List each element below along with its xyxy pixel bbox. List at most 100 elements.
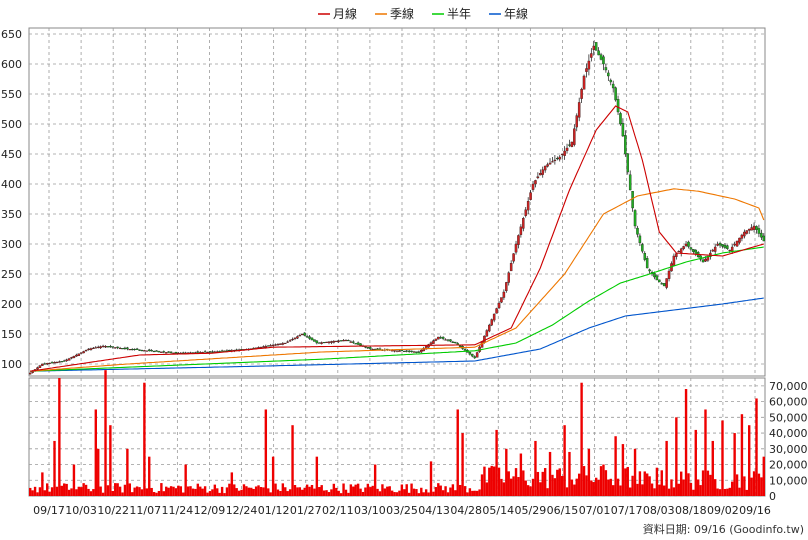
candle-body (267, 345, 270, 347)
volume-bar (597, 479, 600, 496)
candle-body (420, 349, 423, 353)
volume-bar (548, 451, 552, 496)
volume-tick-label: 10,000 (769, 474, 808, 487)
candle-body (463, 349, 467, 351)
volume-bar (471, 490, 474, 496)
candle-body (164, 352, 168, 354)
candle-body (619, 113, 622, 125)
volume-bar (233, 484, 236, 496)
volume-bar (609, 478, 612, 496)
volume-bar (743, 476, 746, 496)
volume-bar (41, 472, 44, 496)
candle-body (662, 283, 666, 287)
volume-bar (667, 488, 671, 496)
volume-bar (371, 485, 374, 496)
candle-body (113, 347, 117, 349)
volume-bar (621, 444, 625, 496)
volume-bar (517, 477, 520, 496)
volume-bar (573, 484, 576, 496)
volume-bar (286, 491, 289, 496)
volume-bar (502, 482, 506, 496)
volume-bar (694, 429, 697, 496)
volume-bar (429, 461, 433, 496)
volume-bar (616, 478, 620, 496)
volume-bar (641, 484, 644, 496)
candle-body (628, 174, 632, 191)
date-tick-label: 04/13 (418, 504, 450, 517)
volume-bar (718, 489, 722, 496)
date-tick-label: 09/17 (33, 504, 65, 517)
candle-body (441, 336, 445, 339)
volume-bar (665, 440, 668, 496)
candle-body (611, 83, 615, 89)
volume-bar (111, 490, 115, 496)
volume-bar (72, 464, 76, 496)
candle-body (322, 342, 326, 344)
volume-bar (228, 483, 231, 496)
candle-body (721, 244, 724, 247)
candle-body (716, 243, 719, 246)
volume-bar (43, 490, 46, 496)
candle-body (38, 365, 42, 368)
volume-bar (526, 485, 530, 496)
volume-bar (585, 475, 588, 496)
candle-body (497, 302, 501, 309)
candle-body (672, 255, 676, 266)
volume-bar (709, 474, 712, 496)
volume-bar (602, 464, 605, 496)
volume-bar (497, 467, 501, 496)
candle-body (96, 346, 100, 348)
volume-bar (684, 389, 688, 496)
candle-body (728, 249, 732, 251)
volume-bar (587, 448, 591, 496)
candle-body (410, 350, 413, 352)
price-tick-label: 100 (1, 358, 22, 371)
candle-body (308, 336, 311, 339)
candle-body (531, 183, 535, 190)
candle-body (643, 252, 647, 260)
candle-body (718, 243, 722, 246)
volume-bar (400, 484, 404, 496)
moving-average-lines (30, 105, 765, 372)
candle-body (109, 346, 112, 348)
candle-body (48, 362, 51, 364)
candle-body (439, 337, 442, 339)
candle-body (167, 351, 170, 353)
legend-label-3: 年線 (504, 6, 528, 21)
volume-bar (92, 489, 95, 496)
volume-bar (723, 488, 727, 496)
volume-bar (760, 477, 763, 496)
volume-bar (245, 486, 248, 496)
candle-body (738, 237, 741, 243)
volume-bar (335, 487, 338, 496)
volume-bar (373, 464, 377, 496)
volume-bar (291, 425, 294, 496)
volume-bar (509, 478, 513, 496)
volume-bar (398, 490, 401, 496)
candle-body (101, 345, 105, 347)
volume-bar (274, 483, 277, 496)
date-tick-label: 01/12 (258, 504, 290, 517)
candle-body (526, 200, 530, 211)
volume-bar (169, 486, 173, 496)
candle-body (568, 144, 571, 146)
volume-bar (172, 486, 175, 496)
volume-bar (369, 487, 372, 496)
candle-body (675, 253, 678, 257)
volume-bar (65, 483, 68, 496)
volume-bar (507, 471, 510, 496)
volume-bar (670, 479, 673, 496)
volume-bar (432, 491, 435, 496)
volume-bar (655, 467, 659, 496)
volume-bar (755, 398, 758, 496)
candle-body (602, 56, 605, 65)
candle-body (104, 346, 107, 348)
volume-bar (145, 488, 149, 496)
volume-bar (704, 409, 707, 496)
volume-tick-label: 40,000 (769, 427, 808, 440)
volume-bar (560, 475, 564, 496)
volume-bar (388, 486, 391, 496)
candle-body (342, 340, 345, 342)
volume-bar (733, 433, 736, 496)
volume-bar (301, 489, 304, 496)
